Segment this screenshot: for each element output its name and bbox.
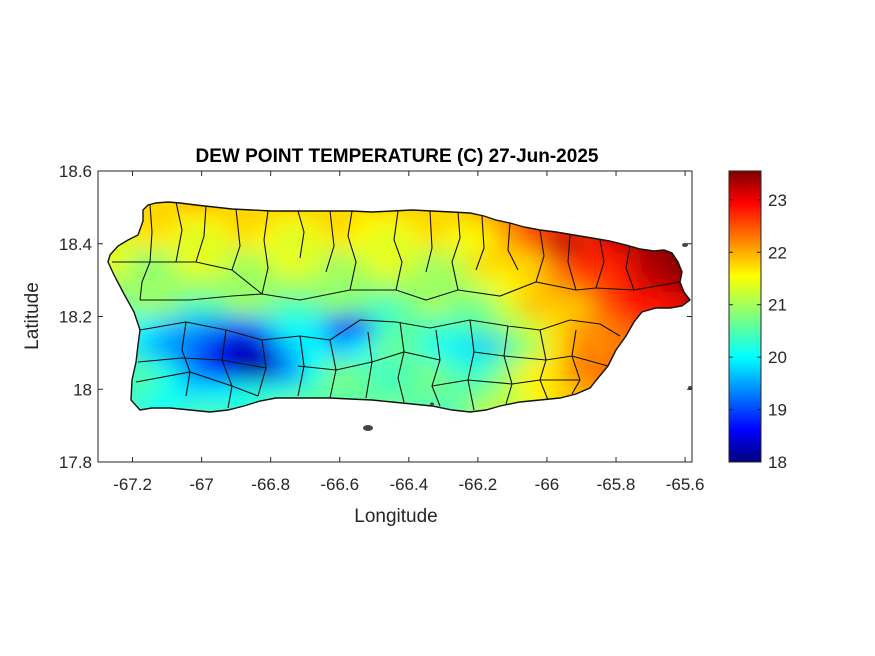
municipality-boundary bbox=[595, 239, 605, 289]
municipality-boundary bbox=[539, 329, 549, 401]
y-tick-label: 18 bbox=[73, 380, 92, 399]
municipality-boundary bbox=[567, 234, 577, 291]
municipality-boundary bbox=[507, 222, 519, 271]
x-axis-label: Longitude bbox=[354, 506, 437, 527]
municipality-boundary bbox=[325, 210, 335, 273]
colorbar-gradient bbox=[728, 170, 762, 463]
municipality-boundary bbox=[425, 210, 433, 273]
islet bbox=[430, 402, 434, 406]
municipality-boundary bbox=[539, 319, 621, 337]
x-tick-label: -67 bbox=[189, 475, 214, 494]
municipality-boundary bbox=[535, 229, 545, 283]
municipality-boundary bbox=[350, 281, 681, 301]
municipality-boundary bbox=[431, 379, 580, 387]
municipality-boundary bbox=[181, 321, 191, 397]
colorbar-tick-label: 22 bbox=[768, 243, 787, 262]
municipality-boundary bbox=[431, 329, 441, 407]
colorbar-tick-label: 19 bbox=[768, 401, 787, 420]
y-tick-label: 18.2 bbox=[59, 308, 92, 327]
municipality-boundary bbox=[297, 351, 441, 371]
municipality-boundary bbox=[347, 210, 357, 291]
x-tick-label: -65.8 bbox=[597, 475, 636, 494]
x-tick-label: -67.2 bbox=[113, 475, 152, 494]
municipality-boundary bbox=[397, 321, 405, 403]
municipality-boundary bbox=[297, 335, 305, 397]
islet bbox=[363, 425, 373, 431]
colorbar-tick-label: 21 bbox=[768, 296, 787, 315]
municipality-boundary bbox=[473, 351, 609, 367]
municipality-boundary bbox=[451, 211, 461, 291]
colorbar-tick-label: 18 bbox=[768, 453, 787, 472]
municipality-boundary bbox=[175, 201, 183, 263]
y-axis: 17.8 18 18.2 18.4 18.6 bbox=[59, 162, 692, 472]
municipality-boundary bbox=[467, 319, 475, 411]
colorbar: 18 19 20 21 22 23 bbox=[728, 170, 787, 472]
municipality-boundary bbox=[112, 261, 351, 301]
colorbar-tick-label: 20 bbox=[768, 348, 787, 367]
municipality-boundary bbox=[571, 329, 581, 395]
x-tick-label: -66.2 bbox=[459, 475, 498, 494]
island-outline bbox=[107, 201, 691, 413]
municipality-boundary bbox=[503, 325, 513, 405]
chart-title: DEW POINT TEMPERATURE (C) 27-Jun-2025 bbox=[196, 146, 599, 167]
x-tick-label: -65.6 bbox=[666, 475, 705, 494]
municipality-boundary bbox=[261, 210, 269, 295]
municipality-boundary bbox=[625, 245, 635, 291]
municipality-boundary bbox=[137, 357, 267, 369]
municipality-boundary bbox=[140, 293, 263, 301]
colorbar-tick-label: 23 bbox=[768, 191, 787, 210]
islet bbox=[682, 243, 688, 247]
municipality-boundary bbox=[221, 329, 233, 409]
y-tick-label: 17.8 bbox=[59, 453, 92, 472]
x-axis: -67.2 -67 -66.8 -66.6 -66.4 -66.2 -66 -65.8 -65.… bbox=[113, 171, 704, 494]
municipality-boundaries bbox=[112, 201, 681, 411]
municipality-boundary bbox=[231, 208, 241, 271]
x-tick-label: -66.8 bbox=[251, 475, 290, 494]
x-tick-label: -66.4 bbox=[389, 475, 428, 494]
municipality-boundary bbox=[195, 205, 207, 263]
x-tick-label: -66 bbox=[535, 475, 560, 494]
y-axis-label: Latitude bbox=[22, 282, 43, 350]
municipality-boundary bbox=[297, 210, 305, 259]
y-tick-label: 18.4 bbox=[59, 235, 92, 254]
y-tick-label: 18.6 bbox=[59, 162, 92, 181]
municipality-boundary bbox=[475, 215, 485, 271]
municipality-boundary bbox=[135, 371, 259, 397]
x-tick-label: -66.6 bbox=[320, 475, 359, 494]
municipality-boundary bbox=[139, 321, 331, 341]
municipality-boundary bbox=[393, 210, 403, 291]
